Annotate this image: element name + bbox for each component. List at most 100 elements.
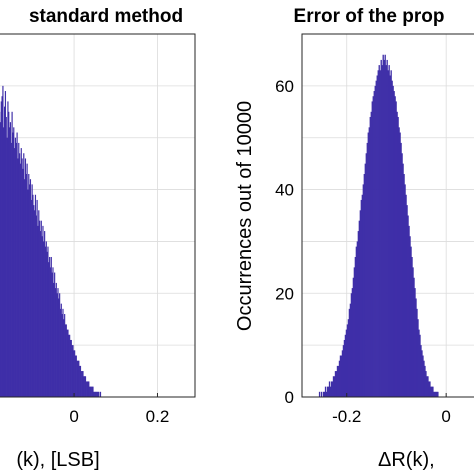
right-histogram-bar [429, 381, 431, 397]
right-histogram-bar [325, 391, 328, 397]
left-histogram-bar [26, 163, 28, 397]
left-histogram-bar [68, 334, 70, 397]
right-histogram-bar [399, 132, 401, 397]
right-histogram-bar [397, 116, 399, 397]
right-histogram-bar [434, 391, 436, 397]
right-histogram-bar [320, 391, 323, 397]
left-histogram-bar [70, 339, 72, 397]
left-histogram-bar [13, 127, 15, 397]
right-histogram-bar [384, 54, 386, 398]
right-histogram-bar [385, 65, 387, 398]
right-histogram-bar [332, 376, 335, 397]
left-histogram-bar [90, 386, 92, 397]
left-histogram-bar [85, 381, 87, 397]
right-histogram-bar [361, 194, 363, 397]
left-x-tick-label: 0.2 [146, 407, 170, 426]
right-histogram-bar [425, 371, 427, 397]
left-histogram-bar [75, 355, 77, 397]
left-histogram-bar [86, 381, 88, 397]
right-histogram-bar [329, 386, 332, 397]
right-histogram-bar [405, 194, 407, 397]
right-histogram-bar [430, 386, 432, 397]
right-chart-title: Error of the prop [294, 6, 445, 27]
left-histogram-bar [40, 220, 42, 397]
left-histogram-bar [53, 282, 55, 397]
right-histogram-bar [422, 355, 424, 397]
right-histogram-bar [375, 80, 377, 398]
right-histogram-bar [417, 319, 419, 397]
right-histogram-bar [398, 127, 400, 397]
left-histogram-bar [4, 106, 6, 397]
right-histogram-bar [331, 381, 334, 397]
left-histogram-bar [43, 241, 45, 397]
right-histogram-bar [366, 142, 368, 397]
left-histogram-bar [4, 91, 7, 397]
left-histogram-bar [69, 339, 72, 397]
right-histogram-bar [426, 376, 428, 397]
left-histogram-bar [61, 314, 63, 397]
left-histogram-bar [33, 205, 35, 397]
right-histogram-bar [428, 381, 430, 397]
right-histogram-bar [410, 246, 412, 397]
right-histogram-bar [423, 360, 425, 397]
right-histogram-bar [349, 303, 352, 397]
left-histogram-bar [49, 267, 52, 397]
right-histogram-bar [333, 376, 336, 397]
left-histogram-bar [29, 179, 32, 397]
left-histogram-bar [39, 220, 41, 397]
right-histogram-bar [342, 345, 345, 397]
right-histogram-bar [359, 210, 362, 397]
left-histogram-bar [9, 122, 12, 397]
right-plot-frame [301, 33, 474, 398]
left-histogram-bar [30, 199, 32, 397]
left-histogram-bar [91, 386, 93, 397]
left-histogram-bar [89, 386, 91, 397]
right-histogram-bar [343, 339, 346, 397]
left-histogram-bar [9, 127, 11, 397]
left-histogram-bar [10, 142, 12, 397]
right-histogram-bar [365, 153, 367, 397]
left-histogram-bar [15, 142, 17, 397]
right-histogram-bar [346, 324, 349, 397]
right-histogram-bar [396, 111, 398, 397]
right-histogram-bar [377, 70, 379, 398]
left-histogram-bar [67, 329, 69, 397]
left-histogram-bar [54, 288, 57, 397]
right-x-axis-label: ΔR(k), [378, 449, 435, 471]
right-histogram-bar [379, 70, 381, 398]
right-histogram-bar [369, 116, 371, 397]
left-histogram-bar [96, 391, 98, 397]
left-histogram-bar [46, 251, 48, 397]
right-histogram-bar [339, 355, 342, 397]
right-histogram-bar [420, 345, 422, 397]
left-histogram-bar [62, 308, 64, 397]
left-histogram-bar [31, 184, 33, 397]
right-histogram-bar [355, 246, 358, 397]
left-histogram-bar [36, 199, 38, 397]
left-histogram-bar [19, 153, 21, 397]
left-histogram-bar [89, 386, 92, 397]
left-histogram-bar [59, 308, 62, 397]
left-histogram-bar [14, 137, 17, 397]
right-histogram-bar [322, 391, 325, 397]
left-histogram-bar [17, 158, 19, 397]
right-histogram-bar [406, 205, 408, 397]
right-histogram-bar [383, 59, 385, 398]
left-chart-title: standard method [29, 6, 183, 27]
left-histogram-bar [94, 391, 97, 397]
right-histogram-bar [360, 199, 362, 397]
right-histogram-bar [344, 334, 347, 397]
left-histogram-bar [63, 319, 65, 397]
right-histogram-bar [363, 174, 365, 397]
left-histogram-bar [16, 132, 18, 397]
right-histogram-bar [336, 365, 339, 397]
left-histogram-bar [99, 391, 102, 397]
left-histogram-bar [34, 210, 36, 397]
right-histogram-bar [390, 70, 392, 398]
right-histogram-bar [338, 360, 341, 397]
right-panel: Error of the prop -0.2 0 0 20 40 60 Occurren… [234, 6, 474, 471]
right-histogram-bar [380, 59, 382, 398]
left-histogram-bar [80, 371, 82, 397]
left-histogram-bar [98, 391, 100, 397]
right-histogram-bar [419, 334, 421, 397]
